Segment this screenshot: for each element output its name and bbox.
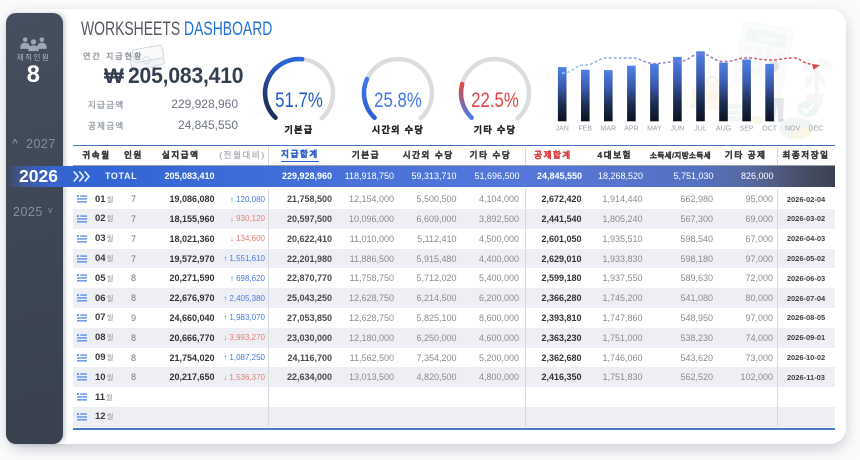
svg-text:JUL: JUL xyxy=(694,126,707,133)
svg-text:JUN: JUN xyxy=(671,126,685,133)
svg-text:APR: APR xyxy=(624,126,638,133)
svg-text:MAY: MAY xyxy=(647,126,662,133)
svg-text:JAN: JAN xyxy=(556,126,569,133)
svg-text:DEC: DEC xyxy=(808,126,823,133)
svg-text:MAR: MAR xyxy=(601,126,617,133)
svg-text:SEP: SEP xyxy=(740,126,754,133)
svg-text:12,000: 12,000 xyxy=(755,35,777,46)
svg-text:NOV: NOV xyxy=(785,126,801,133)
svg-text:AUG: AUG xyxy=(716,126,731,133)
svg-text:OCT: OCT xyxy=(762,126,778,133)
svg-text:FEB: FEB xyxy=(578,126,592,133)
svg-text:₩: ₩ xyxy=(707,91,718,103)
